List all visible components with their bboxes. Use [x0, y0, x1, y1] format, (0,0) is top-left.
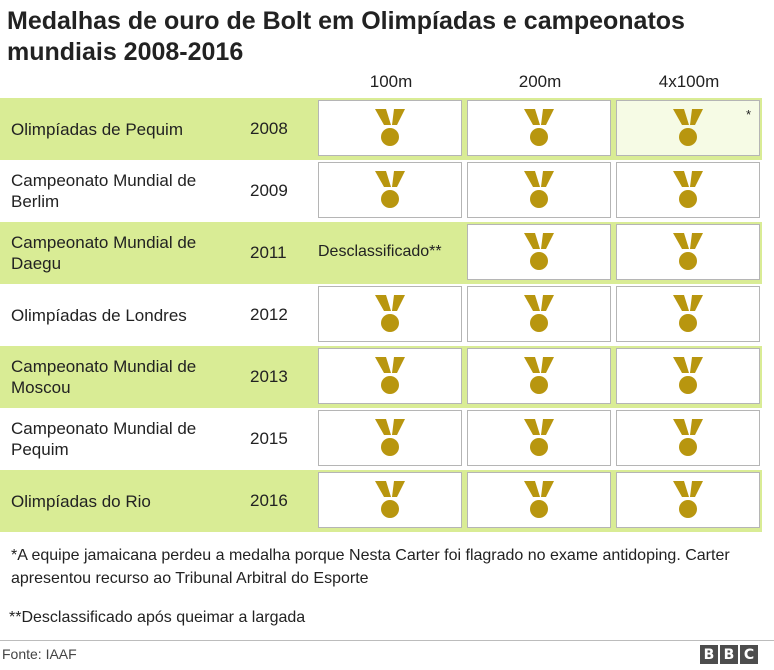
event-name: Campeonato Mundial de Pequim	[11, 419, 197, 459]
event-year: 2013	[250, 367, 288, 386]
column-header-200m: 200m	[518, 72, 562, 91]
gold-medal-icon	[375, 419, 405, 456]
medal-cell	[616, 162, 760, 218]
event-name: Olimpíadas do Rio	[11, 491, 151, 511]
gold-medal-icon	[673, 481, 703, 518]
table-row: Campeonato Mundial de Berlim 2009	[0, 160, 762, 222]
medal-cell	[467, 162, 611, 218]
medal-cell	[467, 472, 611, 528]
event-name: Olimpíadas de Londres	[11, 305, 187, 325]
event-year: 2008	[250, 119, 288, 138]
medal-cell	[467, 348, 611, 404]
medal-cell	[467, 224, 611, 280]
event-name: Olimpíadas de Pequim	[11, 119, 183, 139]
medal-cell	[467, 286, 611, 342]
event-year: 2015	[250, 429, 288, 448]
event-year: 2016	[250, 491, 288, 510]
event-name: Campeonato Mundial de Daegu	[11, 233, 197, 273]
event-year: 2011	[250, 243, 287, 262]
gold-medal-icon	[524, 295, 554, 332]
footnote-double-asterisk: **Desclassificado após queimar a largada	[9, 609, 306, 626]
bbc-logo-letter: B	[700, 645, 718, 664]
event-year: 2012	[250, 305, 288, 324]
gold-medal-icon	[673, 109, 703, 146]
footnote-asterisk: *A equipe jamaicana perdeu a medalha por…	[9, 544, 771, 590]
medal-cell	[616, 224, 760, 280]
event-name: Campeonato Mundial de Berlim	[11, 171, 197, 211]
column-header-4x100m: 4x100m	[658, 72, 720, 91]
event-name: Campeonato Mundial de Moscou	[11, 357, 197, 397]
gold-medal-icon	[375, 481, 405, 518]
asterisk-mark: *	[745, 107, 751, 122]
table-row: Campeonato Mundial de Moscou 2013	[0, 346, 762, 408]
disqualified-label: Desclassificado**	[318, 243, 442, 260]
medal-cell	[616, 286, 760, 342]
medal-cell	[467, 100, 611, 156]
medal-cell	[318, 410, 462, 466]
event-year: 2009	[250, 181, 288, 200]
medal-cell	[318, 348, 462, 404]
gold-medal-icon	[673, 295, 703, 332]
medal-cell: *	[616, 100, 760, 156]
gold-medal-icon	[673, 233, 703, 270]
gold-medal-icon	[524, 419, 554, 456]
gold-medal-icon	[524, 481, 554, 518]
table-row: Campeonato Mundial de Daegu 2011 Desclassi…	[0, 222, 762, 284]
gold-medal-icon	[375, 109, 405, 146]
medal-cell	[318, 162, 462, 218]
table-row: Olimpíadas do Rio 2016	[0, 470, 762, 532]
column-header-100m: 100m	[369, 72, 413, 91]
gold-medal-icon	[673, 171, 703, 208]
footer-divider	[0, 640, 774, 641]
medal-cell	[616, 410, 760, 466]
table-row: Olimpíadas de Pequim 2008 *	[0, 98, 762, 160]
medal-cell	[616, 348, 760, 404]
bbc-logo: B B C	[700, 645, 758, 664]
gold-medal-icon	[375, 357, 405, 394]
table-row: Olimpíadas de Londres 2012	[0, 284, 762, 346]
gold-medal-icon	[673, 419, 703, 456]
source-label: Fonte: IAAF	[2, 646, 77, 662]
gold-medal-icon	[375, 295, 405, 332]
medal-cell	[318, 100, 462, 156]
medal-cell	[616, 472, 760, 528]
gold-medal-icon	[375, 171, 405, 208]
gold-medal-icon	[673, 357, 703, 394]
medal-cell	[467, 410, 611, 466]
gold-medal-icon	[524, 109, 554, 146]
table-row: Campeonato Mundial de Pequim 2015	[0, 408, 762, 470]
medal-cell	[318, 472, 462, 528]
bbc-logo-letter: B	[720, 645, 738, 664]
medal-cell	[318, 286, 462, 342]
chart-title: Medalhas de ouro de Bolt em Olimpíadas e…	[7, 7, 685, 66]
gold-medal-icon	[524, 171, 554, 208]
gold-medal-icon	[524, 233, 554, 270]
gold-medal-icon	[524, 357, 554, 394]
footnote-asterisk-text: *A equipe jamaicana perdeu a medalha por…	[11, 547, 730, 587]
bbc-logo-letter: C	[740, 645, 758, 664]
